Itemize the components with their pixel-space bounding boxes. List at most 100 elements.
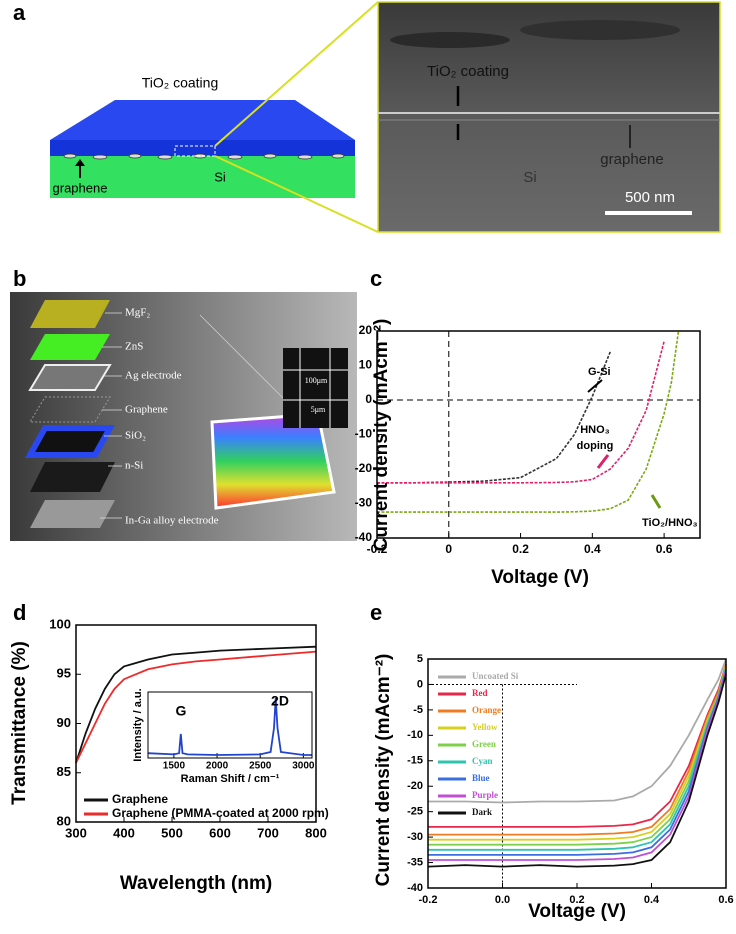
annotation-arrow [650, 494, 662, 509]
legend-label: Cyan [472, 756, 493, 766]
annotation: G [176, 703, 187, 719]
y-axis-label: Current density (mAcm⁻²) [371, 319, 392, 552]
series-line [428, 671, 727, 861]
coating-label: TiO₂ coating [142, 75, 219, 91]
series-line [377, 330, 680, 513]
x-tick-label: 0.4 [584, 542, 601, 556]
series-line [75, 645, 317, 764]
series-line [428, 658, 727, 804]
y-tick-label: -40 [407, 882, 423, 894]
x-tick-label: 0.2 [512, 542, 529, 556]
series-line [428, 663, 727, 828]
annotation: TiO₂/HNO₃ [642, 517, 698, 529]
panel-label: b [13, 266, 26, 291]
annotation: HNO₃ [580, 424, 610, 436]
x-tick-label: 3000 [292, 761, 315, 772]
legend-label: Graphene [112, 792, 168, 806]
layer [24, 425, 116, 458]
layer-labels: MgF₂ ZnS Ag electrode Graphene SiO₂ n-Si… [125, 307, 219, 527]
y-tick-label: 90 [57, 715, 71, 730]
annotation: G-Si [588, 366, 611, 378]
panel-label: d [13, 600, 26, 625]
panel-a: a TiO₂ coating Si graphene TiO₂ coating … [13, 0, 721, 233]
x-tick-label: 2500 [249, 761, 272, 772]
series-line [427, 674, 727, 868]
layer [30, 462, 115, 492]
x-tick-label: 0.4 [644, 894, 660, 906]
inset-label: 100μm [305, 376, 328, 385]
panel-label: c [370, 266, 382, 291]
x-axis-label: Wavelength (nm) [120, 873, 272, 894]
x-tick-label: 0.0 [495, 894, 510, 906]
layer [29, 396, 111, 423]
coating-front [50, 140, 355, 156]
x-tick-label: -0.2 [367, 542, 388, 556]
panel-label: a [13, 0, 26, 25]
zoom-box [174, 145, 216, 157]
y-tick-label: -20 [407, 780, 423, 792]
x-tick-label: 0.2 [569, 894, 584, 906]
annotation-arrow [596, 454, 610, 469]
x-tick-label: 700 [257, 825, 279, 840]
x-tick-label: 300 [65, 825, 87, 840]
layer [30, 300, 110, 328]
y-tick-label: -40 [355, 530, 373, 544]
layer-label: MgF₂ [125, 307, 150, 319]
x-tick-label: 2000 [206, 761, 229, 772]
arrow-head [75, 159, 85, 166]
legend-label: Dark [472, 807, 492, 817]
plot-frame [75, 624, 317, 823]
x-tick-label: 600 [209, 825, 231, 840]
y-tick-label: 20 [359, 323, 373, 337]
annotation-arrow [587, 379, 603, 393]
y-tick-label: -10 [407, 729, 423, 741]
y-tick-label: -25 [407, 806, 423, 818]
series-line [377, 341, 665, 484]
sem-texture [520, 20, 680, 40]
layer-label: In-Ga alloy electrode [125, 515, 219, 527]
layer-label: SiO₂ [125, 430, 146, 442]
y-tick-label: 5 [417, 653, 423, 665]
y-tick-label: -10 [355, 427, 373, 441]
legend-label: Orange [472, 705, 501, 715]
legend-label: Purple [472, 790, 498, 800]
inset-label: 5μm [311, 405, 326, 414]
zoom-line [214, 155, 379, 233]
legend-label: Blue [472, 773, 490, 783]
panel-label: e [370, 600, 382, 625]
sem-graphene-label: graphene [600, 151, 663, 168]
x-axis-label: Voltage (V) [528, 901, 626, 922]
layer-label: n-Si [125, 460, 143, 472]
x-tick-label: -0.2 [419, 894, 438, 906]
series-line [75, 650, 317, 764]
x-tick-label: 800 [305, 825, 327, 840]
x-tick-label: 400 [113, 825, 135, 840]
grid-inset-lines [283, 348, 348, 428]
scale-bar-label: 500 nm [625, 189, 675, 206]
legend-label: Green [472, 739, 496, 749]
legend-label: Uncoated Si [472, 671, 519, 681]
graphene-flakes [63, 153, 345, 160]
sem-texture [390, 32, 510, 48]
y-axis-label: Intensity / a.u. [132, 688, 144, 761]
layer [30, 500, 115, 528]
grid-inset [283, 348, 348, 428]
layer-label: Ag electrode [125, 370, 182, 382]
x-axis-label: Voltage (V) [491, 567, 589, 588]
layer-label: ZnS [125, 341, 143, 353]
x-tick-label: 1500 [163, 761, 186, 772]
layer-label: Graphene [125, 404, 168, 416]
x-tick-label: 0.6 [718, 894, 733, 906]
series-line [377, 351, 612, 484]
legend-label: Yellow [472, 722, 498, 732]
leader-line [199, 314, 286, 401]
series-line [428, 663, 727, 836]
y-tick-label: 100 [49, 616, 71, 631]
y-tick-label: -30 [407, 831, 423, 843]
panel-b: b MgF₂ ZnS Ag electrode Graphene SiO₂ n-… [10, 266, 357, 541]
sem-coating-label: TiO₂ coating [427, 63, 509, 80]
series-line [147, 697, 312, 756]
y-tick-label: 95 [57, 666, 71, 681]
y-tick-label: 80 [57, 813, 71, 828]
